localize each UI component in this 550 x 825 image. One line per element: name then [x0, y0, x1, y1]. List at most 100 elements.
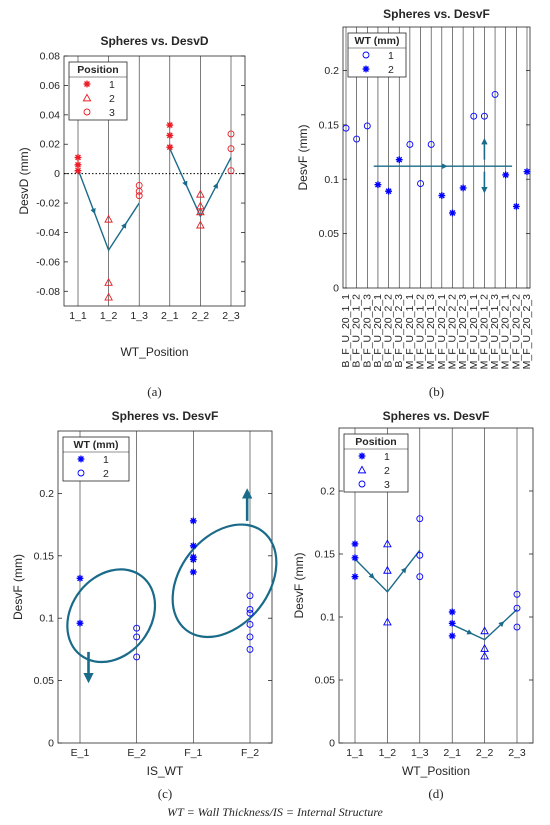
- data-point: [196, 220, 205, 229]
- y-tick-label: -0.08: [36, 286, 60, 298]
- data-point: [438, 192, 446, 199]
- legend-marker: [358, 452, 366, 460]
- data-point: [246, 609, 254, 617]
- data-point-d2: [449, 620, 456, 627]
- data-point: [427, 140, 435, 148]
- legend-marker: [82, 93, 92, 102]
- trend-arrow: [400, 567, 407, 574]
- x-tick-label: M_F_U_20_2_2: [510, 294, 522, 369]
- data-point-d2: [352, 540, 358, 547]
- data-point: [166, 121, 174, 129]
- legend-box: [62, 436, 130, 482]
- data-point: [385, 187, 392, 195]
- x-tick-label: 1_2: [379, 747, 397, 759]
- chart-title: Spheres vs. DesvF: [383, 409, 490, 423]
- panel-label: (c): [158, 786, 172, 801]
- x-tick-label: M_F_U_20_2_1: [436, 294, 448, 369]
- x-tick-label: 2_3: [222, 310, 240, 322]
- x-tick-label: M_F_U_20_1_3: [489, 294, 501, 369]
- trend-arrow: [212, 182, 218, 189]
- trend-line: [169, 148, 232, 218]
- x-tick-label: B_F_U_20_2_3: [393, 294, 405, 368]
- data-point: [513, 590, 521, 598]
- data-point-d2: [352, 573, 358, 580]
- y-tick-label: 0.02: [40, 139, 61, 151]
- data-point: [74, 167, 82, 175]
- data-point: [227, 130, 235, 138]
- trend-arrow: [90, 207, 96, 215]
- x-axis-label: WT_Position: [120, 345, 188, 359]
- data-point: [363, 122, 371, 130]
- x-tick-label: E_2: [127, 747, 146, 759]
- x-tick-label: B_F_U_20_2_2: [383, 294, 395, 368]
- x-axis-label: IS_WT: [147, 764, 184, 778]
- trend-line: [77, 168, 140, 252]
- legend-entry: 2: [103, 468, 109, 480]
- data-point: [189, 542, 197, 550]
- trend-arrow: [121, 222, 127, 229]
- data-point: [480, 112, 488, 120]
- data-point-d2: [460, 185, 467, 191]
- x-tick-label: M_F_U_20_1_1: [404, 294, 416, 369]
- y-axis-label: DesvF (mm): [11, 554, 25, 620]
- x-tick-label: M_F_U_20_1_2: [415, 294, 427, 369]
- data-point: [448, 619, 456, 627]
- axes-box: [63, 55, 246, 307]
- x-tick-label: B_F_U_20_1_3: [361, 294, 373, 368]
- data-point: [449, 209, 456, 217]
- data-point: [448, 632, 456, 640]
- trend-arrow: [368, 572, 375, 579]
- x-tick-label: M_F_U_20_1_3: [425, 294, 437, 369]
- data-point: [196, 189, 205, 198]
- data-point: [374, 181, 382, 189]
- legend-marker: [83, 80, 91, 88]
- trend-arrow: [182, 180, 188, 187]
- data-point: [395, 156, 403, 164]
- x-tick-label: M_F_U_20_2_2: [446, 294, 458, 369]
- data-point: [196, 207, 205, 216]
- data-point: [459, 184, 467, 192]
- data-point-d2: [75, 154, 81, 161]
- legend-marker: [358, 480, 366, 488]
- data-point: [491, 90, 499, 98]
- y-tick-label: -0.04: [36, 227, 60, 239]
- chart-title: Spheres vs. DesvF: [383, 7, 490, 21]
- data-point-d2: [513, 203, 520, 210]
- data-point: [502, 171, 510, 179]
- x-tick-label: 1_3: [130, 310, 148, 322]
- axes-box: [342, 26, 531, 289]
- group-ellipse: [66, 568, 157, 664]
- data-point: [189, 556, 197, 563]
- y-tick-label: 0.05: [34, 675, 55, 687]
- data-point: [104, 292, 113, 301]
- x-tick-label: E_1: [71, 747, 90, 759]
- y-axis-label: DesvF (mm): [292, 553, 306, 619]
- y-tick-label: 0.15: [34, 550, 55, 562]
- data-point-d2: [385, 188, 392, 195]
- data-point: [246, 645, 254, 653]
- axes-box: [338, 427, 534, 744]
- data-point-d2: [502, 171, 509, 178]
- data-point: [246, 592, 254, 600]
- chart-title: Spheres vs. DesvD: [100, 34, 208, 48]
- data-point: [480, 626, 489, 635]
- x-tick-label: F_2: [241, 747, 259, 759]
- y-tick-label: 0.2: [324, 65, 339, 77]
- panel-label: (a): [147, 384, 161, 399]
- data-point: [104, 214, 113, 223]
- chart-panel-2: 0 0.05 0.1 0.15 0.2 E_1 E_2 F_1 F_2 Spheres vs. D…: [11, 409, 278, 801]
- data-point-d2: [190, 517, 197, 524]
- x-tick-label: 2_3: [508, 747, 526, 759]
- data-point: [416, 551, 424, 559]
- x-axis-label: WT_Position: [402, 764, 470, 778]
- data-point: [246, 606, 254, 613]
- y-tick-label: 0: [48, 738, 54, 750]
- legend-marker: [362, 51, 370, 59]
- data-point-d2: [166, 132, 173, 139]
- data-point-d2: [374, 181, 381, 188]
- x-tick-label: B_F_U_20_1_2: [351, 294, 363, 368]
- x-tick-label: 1_3: [411, 747, 429, 759]
- data-point: [227, 145, 235, 153]
- chart-title: Spheres vs. DesvF: [112, 409, 219, 423]
- data-point: [76, 619, 84, 627]
